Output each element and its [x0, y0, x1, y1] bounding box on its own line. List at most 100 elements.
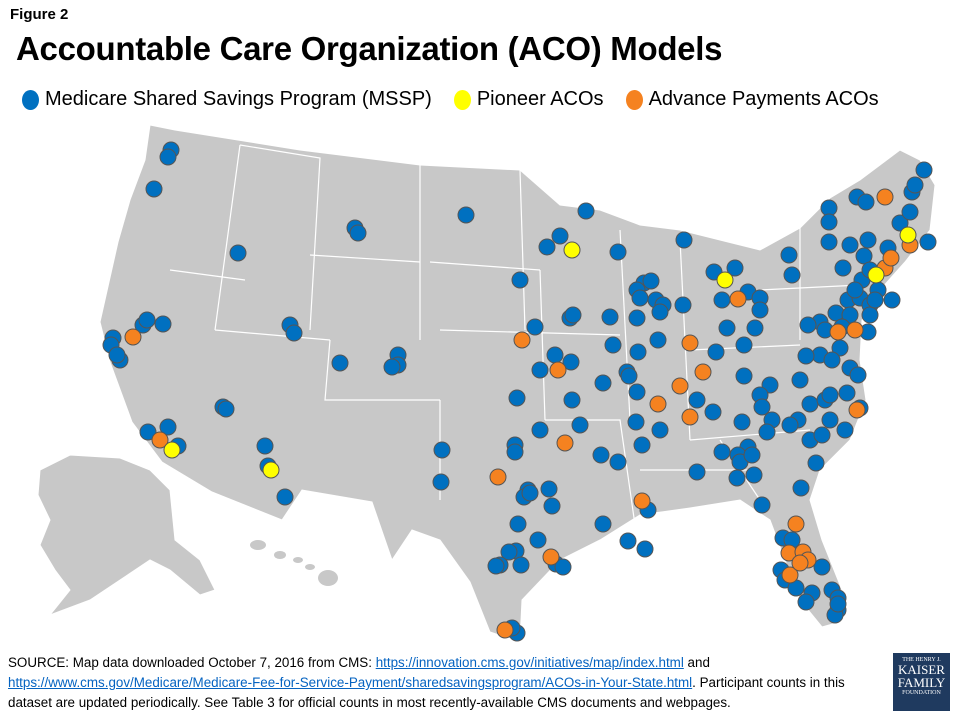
mssp-aco-marker	[487, 557, 505, 575]
mssp-aco-marker	[713, 443, 731, 461]
state-border	[239, 144, 321, 331]
mssp-aco-marker	[609, 453, 627, 471]
mssp-aco-marker	[564, 306, 582, 324]
mssp-aco-marker	[781, 416, 799, 434]
mssp-aco-marker	[797, 593, 815, 611]
mssp-aco-marker	[526, 318, 544, 336]
mssp-aco-marker	[432, 473, 450, 491]
mssp-aco-marker	[159, 148, 177, 166]
mssp-aco-marker	[627, 413, 645, 431]
mssp-aco-marker	[642, 272, 660, 290]
advance-payment-aco-marker	[729, 290, 747, 308]
logo-text: FOUNDATION	[902, 690, 941, 696]
mssp-aco-marker	[538, 238, 556, 256]
mssp-aco-marker	[704, 403, 722, 421]
logo-text: FAMILY	[897, 675, 946, 690]
mssp-aco-marker	[509, 515, 527, 533]
state-border	[214, 144, 241, 331]
mssp-aco-marker	[577, 202, 595, 220]
mssp-aco-marker	[821, 411, 839, 429]
mssp-aco-marker	[797, 347, 815, 365]
pioneer-aco-marker	[163, 441, 181, 459]
legend-item-mssp: Medicare Shared Savings Program (MSSP)	[22, 88, 432, 111]
hawaii-island	[293, 557, 303, 563]
advance-payment-aco-marker	[876, 188, 894, 206]
mssp-aco-marker	[651, 421, 669, 439]
advance-payment-aco-marker	[681, 408, 699, 426]
mssp-aco-marker	[571, 416, 589, 434]
mssp-aco-marker	[780, 246, 798, 264]
mssp-aco-marker	[753, 398, 771, 416]
mssp-aco-marker	[285, 324, 303, 342]
mssp-aco-marker	[901, 203, 919, 221]
mssp-aco-marker	[457, 206, 475, 224]
advance-payment-aco-marker	[633, 492, 651, 510]
source-note: SOURCE: Map data downloaded October 7, 2…	[8, 653, 888, 713]
source-link-cms[interactable]: https://www.cms.gov/Medicare/Medicare-Fe…	[8, 675, 693, 690]
mssp-aco-marker	[594, 515, 612, 533]
mssp-aco-marker	[139, 423, 157, 441]
mssp-aco-marker	[592, 446, 610, 464]
state-border	[169, 269, 246, 281]
state-border	[214, 329, 331, 341]
hawaii-island	[250, 540, 266, 550]
state-border	[519, 169, 526, 331]
logo-text: THE HENRY J.	[902, 657, 941, 663]
mssp-aco-marker	[915, 161, 933, 179]
mssp-aco-marker	[521, 484, 539, 502]
pioneer-aco-marker	[716, 271, 734, 289]
mssp-aco-marker	[688, 463, 706, 481]
advance-payment-aco-marker	[151, 431, 169, 449]
mssp-aco-marker	[651, 303, 669, 321]
mssp-aco-marker	[154, 315, 172, 333]
blue-dot-icon	[22, 89, 39, 110]
state-border	[539, 269, 546, 421]
mssp-aco-marker	[633, 436, 651, 454]
mssp-aco-marker	[713, 291, 731, 309]
advance-payment-aco-marker	[649, 395, 667, 413]
mssp-aco-marker	[601, 308, 619, 326]
mssp-aco-marker	[883, 291, 901, 309]
mssp-aco-marker	[758, 423, 776, 441]
mssp-aco-marker	[531, 421, 549, 439]
state-border	[619, 229, 631, 421]
mssp-aco-marker	[919, 233, 937, 251]
advance-payment-aco-marker	[549, 361, 567, 379]
mssp-aco-marker	[674, 296, 692, 314]
mssp-aco-marker	[276, 488, 294, 506]
mssp-aco-marker	[554, 558, 572, 576]
mssp-aco-marker	[866, 291, 884, 309]
mssp-aco-marker	[746, 319, 764, 337]
pioneer-aco-marker	[867, 266, 885, 284]
pioneer-aco-marker	[262, 461, 280, 479]
mssp-aco-marker	[562, 353, 580, 371]
kff-logo: THE HENRY J. KAISER FAMILY FOUNDATION	[893, 653, 950, 711]
mssp-aco-marker	[331, 354, 349, 372]
legend-item-advance: Advance Payments ACOs	[625, 88, 879, 111]
contiguous-us	[99, 124, 936, 643]
advance-payment-aco-marker	[791, 554, 809, 572]
mssp-aco-marker	[783, 266, 801, 284]
mssp-aco-marker	[799, 316, 817, 334]
mssp-aco-marker	[631, 289, 649, 307]
advance-payment-aco-marker	[829, 323, 847, 341]
state-border	[324, 339, 440, 401]
source-text: . Participant counts in this dataset are…	[8, 675, 845, 710]
advance-payment-aco-marker	[542, 548, 560, 566]
mssp-aco-marker	[861, 306, 879, 324]
mssp-aco-marker	[500, 543, 518, 561]
advance-payment-aco-marker	[556, 434, 574, 452]
pioneer-aco-marker	[563, 241, 581, 259]
mssp-aco-marker	[531, 361, 549, 379]
mssp-aco-marker	[594, 374, 612, 392]
advance-payment-aco-marker	[681, 334, 699, 352]
mssp-aco-marker	[159, 418, 177, 436]
mssp-aco-marker	[829, 595, 847, 613]
mssp-aco-marker	[735, 336, 753, 354]
mssp-aco-marker	[383, 358, 401, 376]
source-link-innovation[interactable]: https://innovation.cms.gov/initiatives/m…	[375, 655, 684, 670]
logo-text: KAISER	[898, 662, 945, 677]
mssp-aco-marker	[511, 271, 529, 289]
hawaii-island	[274, 551, 286, 559]
hawaii-island	[318, 570, 338, 586]
